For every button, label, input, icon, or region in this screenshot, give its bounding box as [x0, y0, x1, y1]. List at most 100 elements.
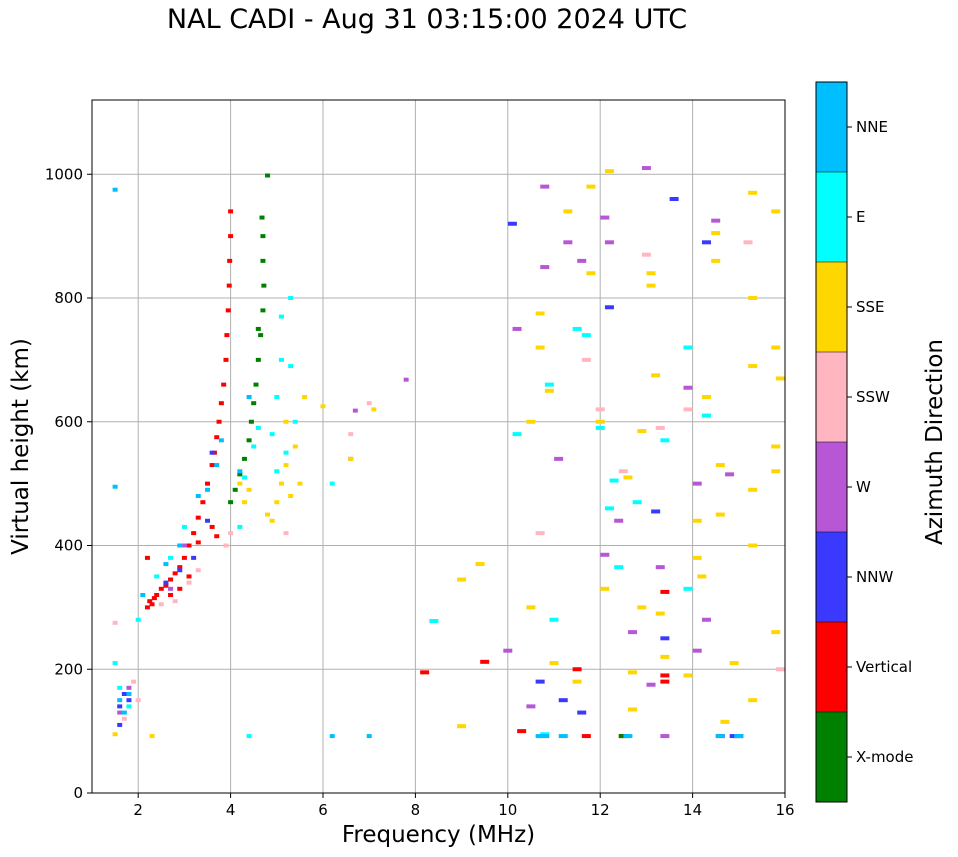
data-point-e	[278, 314, 284, 319]
data-point-e	[288, 296, 294, 300]
data-point-sse	[457, 724, 467, 729]
data-point-sse	[683, 673, 693, 678]
colorbar-tick-label: NNE	[856, 118, 888, 136]
data-point-vertical	[147, 599, 153, 604]
data-point-nne	[126, 692, 132, 696]
data-point-x-mode	[259, 215, 265, 220]
data-point-sse	[265, 512, 271, 517]
data-point-w	[403, 377, 409, 382]
data-point-vertical	[154, 593, 160, 597]
data-point-w	[655, 565, 665, 570]
data-point-vertical	[144, 555, 150, 560]
data-point-ssw	[581, 357, 591, 362]
data-point-vertical	[168, 577, 174, 582]
data-point-sse	[302, 395, 308, 399]
data-point-e	[660, 438, 670, 443]
data-point-sse	[475, 562, 485, 567]
data-point-nnw	[117, 704, 123, 709]
x-tick-label: 4	[226, 801, 236, 819]
data-point-sse	[535, 311, 545, 316]
data-point-sse	[748, 364, 758, 369]
data-point-x-mode	[253, 382, 259, 387]
data-point-x-mode	[618, 734, 628, 739]
data-point-nne	[140, 593, 146, 597]
data-point-w	[577, 258, 587, 263]
data-point-sse	[288, 494, 294, 498]
y-axis-label: Virtual height (km)	[8, 338, 34, 555]
data-point-w	[628, 630, 638, 635]
data-point-sse	[149, 734, 155, 739]
data-point-e	[544, 382, 554, 387]
data-point-sse	[371, 407, 377, 412]
data-points	[112, 166, 785, 739]
data-point-sse	[600, 586, 610, 591]
colorbar-swatch-nne	[816, 82, 847, 172]
colorbar-tick-label: SSW	[856, 388, 890, 406]
grid	[92, 100, 786, 794]
data-point-sse	[549, 661, 559, 666]
data-point-vertical	[581, 734, 591, 739]
data-point-sse	[697, 574, 707, 579]
data-point-e	[572, 326, 582, 331]
data-point-sse	[771, 345, 781, 350]
data-point-e	[251, 444, 257, 449]
data-point-e	[246, 734, 252, 739]
data-point-nnw	[191, 555, 197, 560]
data-point-vertical	[226, 283, 232, 288]
data-point-sse	[715, 512, 725, 517]
data-point-vertical	[221, 382, 227, 387]
data-point-x-mode	[237, 472, 243, 477]
data-point-w	[540, 265, 550, 270]
data-point-w	[604, 240, 614, 245]
data-point-vertical	[660, 589, 670, 594]
data-point-vertical	[209, 524, 215, 529]
data-point-w	[512, 326, 522, 331]
data-point-w	[711, 218, 721, 223]
data-point-sse	[572, 679, 582, 684]
data-point-ssw	[195, 568, 201, 573]
y-tick-label: 400	[54, 537, 83, 555]
colorbar-swatch-nnw	[816, 532, 847, 622]
y-tick-label: 600	[54, 413, 83, 431]
data-point-nne	[121, 710, 127, 715]
data-point-w	[563, 240, 573, 245]
data-point-sse	[563, 209, 573, 214]
data-point-ssw	[223, 543, 229, 548]
y-tick-label: 200	[54, 660, 83, 678]
data-point-nnw	[604, 305, 614, 310]
data-point-nnw	[729, 734, 739, 739]
data-point-sse	[278, 481, 284, 486]
data-point-ssw	[655, 425, 665, 430]
data-point-nne	[558, 734, 568, 739]
data-point-e	[181, 524, 187, 529]
data-point-sse	[748, 698, 758, 703]
data-point-e	[237, 524, 243, 529]
data-point-nne	[112, 484, 118, 489]
data-point-ssw	[535, 531, 545, 536]
colorbar-tick-label: E	[856, 208, 865, 226]
data-point-sse	[237, 481, 243, 486]
data-point-sse	[771, 209, 781, 214]
data-point-e	[288, 364, 294, 369]
data-point-sse	[628, 707, 638, 712]
data-point-e	[269, 432, 275, 437]
data-point-w	[352, 408, 358, 413]
data-point-sse	[348, 456, 354, 461]
data-point-nne	[205, 487, 210, 492]
data-point-nne	[366, 734, 372, 739]
data-point-vertical	[195, 540, 201, 545]
data-point-x-mode	[258, 333, 264, 338]
x-tick-label: 10	[498, 801, 517, 819]
data-point-vertical	[214, 534, 220, 539]
colorbar-tick-label: Vertical	[856, 658, 912, 676]
data-point-sse	[526, 419, 536, 424]
data-point-vertical	[158, 586, 164, 591]
colorbar-swatch-w	[816, 442, 847, 532]
data-point-e	[112, 661, 118, 666]
data-point-sse	[283, 463, 289, 468]
data-point-x-mode	[251, 401, 257, 406]
data-point-vertical	[144, 605, 150, 610]
data-point-nnw	[558, 698, 568, 703]
data-point-vertical	[172, 571, 178, 576]
data-point-w	[683, 385, 693, 390]
